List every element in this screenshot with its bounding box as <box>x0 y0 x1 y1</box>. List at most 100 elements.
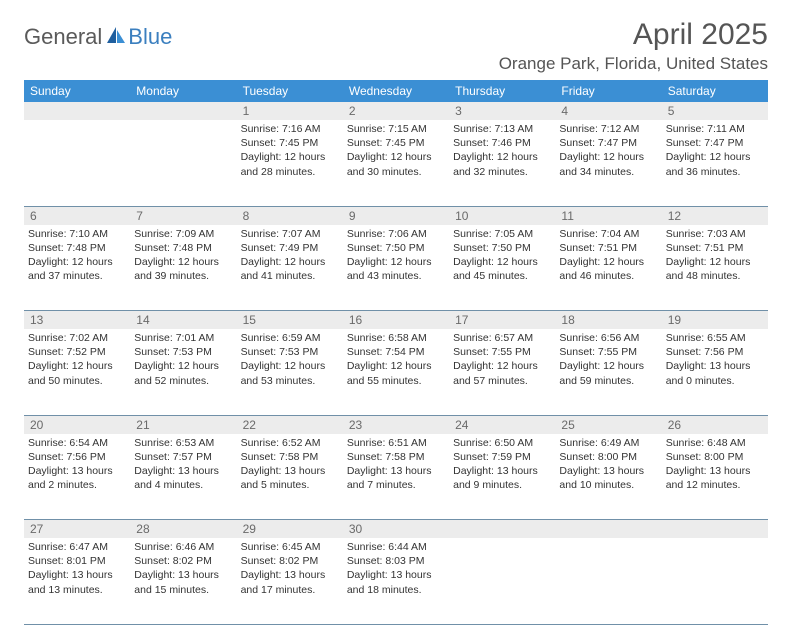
day-cell: Sunrise: 7:16 AMSunset: 7:45 PMDaylight:… <box>237 120 343 206</box>
day-cell: Sunrise: 7:04 AMSunset: 7:51 PMDaylight:… <box>555 225 661 311</box>
day-number: 27 <box>24 520 130 539</box>
day-number: 8 <box>237 206 343 225</box>
day-number-row: 12345 <box>24 102 768 120</box>
logo-sail-icon <box>106 26 126 49</box>
day-number: 26 <box>662 415 768 434</box>
day-cell: Sunrise: 7:10 AMSunset: 7:48 PMDaylight:… <box>24 225 130 311</box>
day-cell-text: Sunrise: 6:46 AMSunset: 8:02 PMDaylight:… <box>134 540 232 597</box>
day-number-row: 6789101112 <box>24 206 768 225</box>
day-cell-text: Sunrise: 7:05 AMSunset: 7:50 PMDaylight:… <box>453 227 551 284</box>
day-cell-text: Sunrise: 7:09 AMSunset: 7:48 PMDaylight:… <box>134 227 232 284</box>
day-cell <box>24 120 130 206</box>
title-block: April 2025 Orange Park, Florida, United … <box>499 18 768 74</box>
day-cell <box>662 538 768 624</box>
day-number: 5 <box>662 102 768 120</box>
day-number: 3 <box>449 102 555 120</box>
day-cell: Sunrise: 7:15 AMSunset: 7:45 PMDaylight:… <box>343 120 449 206</box>
day-number: 29 <box>237 520 343 539</box>
day-cell-text: Sunrise: 7:01 AMSunset: 7:53 PMDaylight:… <box>134 331 232 388</box>
day-cell: Sunrise: 6:54 AMSunset: 7:56 PMDaylight:… <box>24 434 130 520</box>
day-cell: Sunrise: 7:03 AMSunset: 7:51 PMDaylight:… <box>662 225 768 311</box>
day-cell-text: Sunrise: 7:16 AMSunset: 7:45 PMDaylight:… <box>241 122 339 179</box>
day-number: 13 <box>24 311 130 330</box>
day-cell-text: Sunrise: 6:54 AMSunset: 7:56 PMDaylight:… <box>28 436 126 493</box>
day-cell-text: Sunrise: 6:45 AMSunset: 8:02 PMDaylight:… <box>241 540 339 597</box>
day-cell-text: Sunrise: 6:47 AMSunset: 8:01 PMDaylight:… <box>28 540 126 597</box>
day-number: 18 <box>555 311 661 330</box>
day-cell: Sunrise: 6:49 AMSunset: 8:00 PMDaylight:… <box>555 434 661 520</box>
day-number: 10 <box>449 206 555 225</box>
day-detail-row: Sunrise: 7:10 AMSunset: 7:48 PMDaylight:… <box>24 225 768 311</box>
day-number: 4 <box>555 102 661 120</box>
day-number-row: 13141516171819 <box>24 311 768 330</box>
day-cell: Sunrise: 6:59 AMSunset: 7:53 PMDaylight:… <box>237 329 343 415</box>
logo-text-general: General <box>24 24 102 50</box>
day-cell: Sunrise: 6:46 AMSunset: 8:02 PMDaylight:… <box>130 538 236 624</box>
day-cell: Sunrise: 6:52 AMSunset: 7:58 PMDaylight:… <box>237 434 343 520</box>
day-cell-text: Sunrise: 6:49 AMSunset: 8:00 PMDaylight:… <box>559 436 657 493</box>
weekday-header: Monday <box>130 80 236 102</box>
day-number <box>555 520 661 539</box>
day-number <box>130 102 236 120</box>
day-number: 17 <box>449 311 555 330</box>
day-cell: Sunrise: 6:57 AMSunset: 7:55 PMDaylight:… <box>449 329 555 415</box>
day-detail-row: Sunrise: 6:47 AMSunset: 8:01 PMDaylight:… <box>24 538 768 624</box>
weekday-header-row: Sunday Monday Tuesday Wednesday Thursday… <box>24 80 768 102</box>
day-cell: Sunrise: 7:02 AMSunset: 7:52 PMDaylight:… <box>24 329 130 415</box>
day-cell: Sunrise: 7:09 AMSunset: 7:48 PMDaylight:… <box>130 225 236 311</box>
day-cell-text: Sunrise: 6:55 AMSunset: 7:56 PMDaylight:… <box>666 331 764 388</box>
month-title: April 2025 <box>499 18 768 52</box>
day-number: 28 <box>130 520 236 539</box>
day-number: 25 <box>555 415 661 434</box>
day-number: 2 <box>343 102 449 120</box>
day-cell-text: Sunrise: 7:06 AMSunset: 7:50 PMDaylight:… <box>347 227 445 284</box>
day-cell-text: Sunrise: 7:11 AMSunset: 7:47 PMDaylight:… <box>666 122 764 179</box>
weekday-header: Tuesday <box>237 80 343 102</box>
day-cell-text: Sunrise: 6:59 AMSunset: 7:53 PMDaylight:… <box>241 331 339 388</box>
day-cell: Sunrise: 6:56 AMSunset: 7:55 PMDaylight:… <box>555 329 661 415</box>
day-number: 30 <box>343 520 449 539</box>
day-cell-text: Sunrise: 6:44 AMSunset: 8:03 PMDaylight:… <box>347 540 445 597</box>
day-cell-text: Sunrise: 7:12 AMSunset: 7:47 PMDaylight:… <box>559 122 657 179</box>
day-number: 23 <box>343 415 449 434</box>
day-cell: Sunrise: 7:06 AMSunset: 7:50 PMDaylight:… <box>343 225 449 311</box>
day-number: 7 <box>130 206 236 225</box>
day-cell <box>449 538 555 624</box>
day-number: 15 <box>237 311 343 330</box>
logo: General Blue <box>24 24 172 50</box>
day-cell: Sunrise: 7:12 AMSunset: 7:47 PMDaylight:… <box>555 120 661 206</box>
day-cell-text: Sunrise: 7:04 AMSunset: 7:51 PMDaylight:… <box>559 227 657 284</box>
weekday-header: Saturday <box>662 80 768 102</box>
day-cell-text: Sunrise: 6:51 AMSunset: 7:58 PMDaylight:… <box>347 436 445 493</box>
day-cell-text: Sunrise: 6:56 AMSunset: 7:55 PMDaylight:… <box>559 331 657 388</box>
day-cell: Sunrise: 6:50 AMSunset: 7:59 PMDaylight:… <box>449 434 555 520</box>
weekday-header: Thursday <box>449 80 555 102</box>
day-cell: Sunrise: 6:45 AMSunset: 8:02 PMDaylight:… <box>237 538 343 624</box>
weekday-header: Sunday <box>24 80 130 102</box>
logo-text-blue: Blue <box>128 24 172 50</box>
day-number: 12 <box>662 206 768 225</box>
day-number-row: 20212223242526 <box>24 415 768 434</box>
day-cell-text: Sunrise: 6:57 AMSunset: 7:55 PMDaylight:… <box>453 331 551 388</box>
day-cell-text: Sunrise: 7:10 AMSunset: 7:48 PMDaylight:… <box>28 227 126 284</box>
location: Orange Park, Florida, United States <box>499 54 768 74</box>
day-number: 16 <box>343 311 449 330</box>
day-cell: Sunrise: 7:13 AMSunset: 7:46 PMDaylight:… <box>449 120 555 206</box>
day-cell-text: Sunrise: 6:53 AMSunset: 7:57 PMDaylight:… <box>134 436 232 493</box>
day-number: 20 <box>24 415 130 434</box>
day-cell <box>130 120 236 206</box>
day-number: 22 <box>237 415 343 434</box>
day-cell: Sunrise: 6:47 AMSunset: 8:01 PMDaylight:… <box>24 538 130 624</box>
day-cell-text: Sunrise: 7:03 AMSunset: 7:51 PMDaylight:… <box>666 227 764 284</box>
day-cell-text: Sunrise: 6:48 AMSunset: 8:00 PMDaylight:… <box>666 436 764 493</box>
weekday-header: Friday <box>555 80 661 102</box>
day-detail-row: Sunrise: 6:54 AMSunset: 7:56 PMDaylight:… <box>24 434 768 520</box>
day-cell-text: Sunrise: 7:13 AMSunset: 7:46 PMDaylight:… <box>453 122 551 179</box>
day-cell: Sunrise: 7:07 AMSunset: 7:49 PMDaylight:… <box>237 225 343 311</box>
day-cell-text: Sunrise: 6:58 AMSunset: 7:54 PMDaylight:… <box>347 331 445 388</box>
day-cell: Sunrise: 6:55 AMSunset: 7:56 PMDaylight:… <box>662 329 768 415</box>
header: General Blue April 2025 Orange Park, Flo… <box>24 18 768 74</box>
calendar-table: Sunday Monday Tuesday Wednesday Thursday… <box>24 80 768 625</box>
day-cell: Sunrise: 7:11 AMSunset: 7:47 PMDaylight:… <box>662 120 768 206</box>
day-number <box>449 520 555 539</box>
